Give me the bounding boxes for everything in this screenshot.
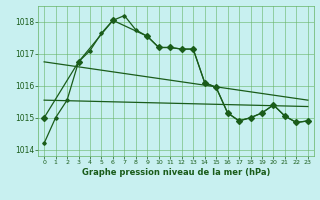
- X-axis label: Graphe pression niveau de la mer (hPa): Graphe pression niveau de la mer (hPa): [82, 168, 270, 177]
